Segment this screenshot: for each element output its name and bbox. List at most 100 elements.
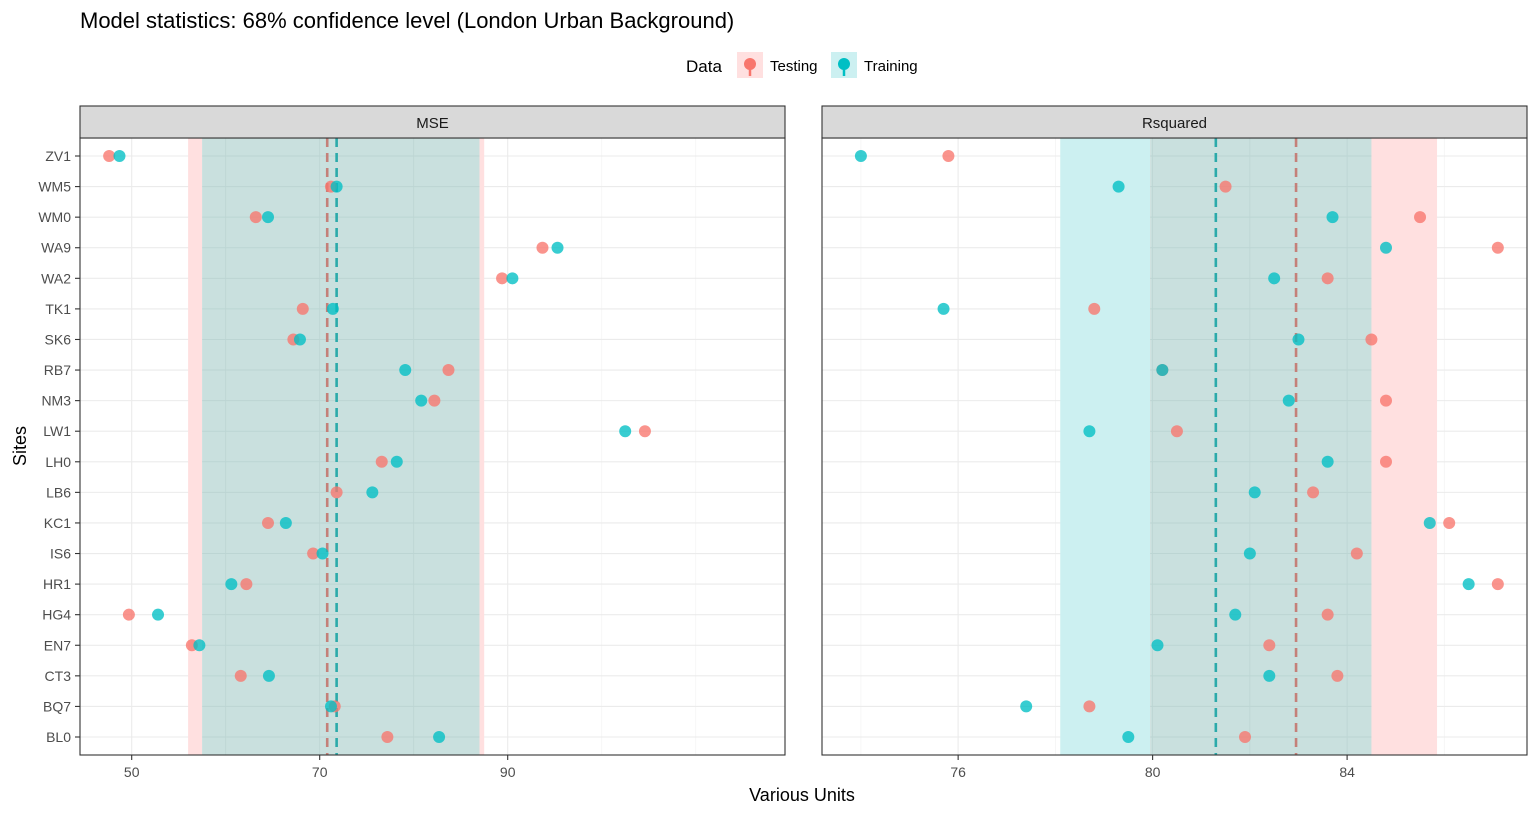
- y-tick-label-lb6: LB6: [46, 484, 71, 500]
- y-tick-label-hr1: HR1: [43, 576, 71, 592]
- point-training-is6: [316, 547, 329, 560]
- point-training-hg4: [1229, 608, 1242, 621]
- point-training-hr1: [225, 578, 238, 591]
- y-tick-label-en7: EN7: [44, 637, 71, 653]
- point-testing-wm0: [249, 211, 262, 224]
- point-testing-wa9: [536, 241, 549, 254]
- x-tick-label: 90: [500, 764, 516, 780]
- y-tick-label-wa2: WA2: [41, 270, 71, 286]
- panel-rsquared: Rsquared 76 80 84: [821, 105, 1528, 780]
- point-training-rb7: [399, 364, 412, 377]
- point-training-nm3: [1282, 394, 1295, 407]
- point-testing-hr1: [240, 578, 253, 591]
- point-training-wm5: [1112, 180, 1125, 193]
- y-tick-label-rb7: RB7: [44, 362, 71, 378]
- point-testing-hg4: [1321, 608, 1334, 621]
- point-training-wa2: [1268, 272, 1281, 285]
- point-testing-tk1: [296, 302, 309, 315]
- point-testing-bl0: [1239, 731, 1251, 743]
- y-tick-label-lh0: LH0: [45, 454, 71, 470]
- y-tick-label-ct3: CT3: [45, 668, 72, 684]
- y-tick-label-bq7: BQ7: [43, 698, 71, 714]
- point-training-wm0: [1326, 211, 1339, 224]
- strip-label-rsquared: Rsquared: [1142, 115, 1207, 132]
- panel-mse: MSE 50 70 90: [79, 105, 786, 780]
- point-testing-wa2: [1321, 272, 1334, 285]
- point-training-ct3: [262, 669, 275, 682]
- x-tick-label: 70: [312, 764, 328, 780]
- point-testing-hr1: [1491, 578, 1504, 591]
- point-training-wa2: [506, 272, 519, 285]
- point-testing-tk1: [1088, 302, 1101, 315]
- point-testing-lw1: [638, 425, 651, 438]
- point-testing-nm3: [428, 394, 441, 407]
- point-testing-zv1: [942, 150, 955, 162]
- legend: Data Testing Training: [686, 52, 918, 78]
- y-tick-label-nm3: NM3: [41, 393, 71, 409]
- point-training-en7: [193, 639, 206, 652]
- point-training-bq7: [324, 700, 337, 713]
- point-training-lw1: [619, 425, 632, 438]
- point-training-wm0: [262, 211, 274, 224]
- point-testing-hg4: [122, 608, 135, 621]
- x-tick-label: 84: [1339, 764, 1355, 780]
- point-testing-sk6: [1365, 333, 1378, 346]
- point-testing-lb6: [330, 486, 343, 499]
- point-testing-rb7: [442, 364, 455, 377]
- y-tick-label-kc1: KC1: [44, 515, 71, 531]
- point-training-ct3: [1263, 669, 1276, 682]
- point-training-en7: [1151, 639, 1164, 652]
- point-testing-lw1: [1170, 425, 1183, 438]
- point-training-lh0: [1321, 455, 1334, 468]
- point-training-wa9: [1380, 241, 1392, 254]
- x-axis-label: Various Units: [749, 785, 855, 805]
- legend-label-training: Training: [864, 58, 918, 75]
- confidence-band-overlap: [1150, 138, 1372, 755]
- point-testing-bl0: [381, 731, 394, 743]
- point-training-wm5: [330, 180, 343, 193]
- point-testing-ct3: [1331, 669, 1344, 682]
- y-tick-label-wm0: WM0: [38, 209, 71, 225]
- strip-mse: [79, 105, 786, 139]
- y-tick-label-wa9: WA9: [41, 240, 71, 256]
- x-tick-label: 76: [950, 764, 966, 780]
- x-tick-label: 80: [1145, 764, 1161, 780]
- legend-title: Data: [686, 57, 722, 76]
- point-training-lh0: [390, 455, 403, 468]
- y-tick-label-wm5: WM5: [38, 179, 71, 195]
- point-training-sk6: [293, 333, 306, 346]
- point-training-tk1: [326, 302, 339, 315]
- point-training-nm3: [415, 394, 428, 407]
- point-training-lb6: [1248, 486, 1261, 499]
- point-training-hg4: [152, 608, 165, 621]
- point-testing-is6: [307, 547, 320, 560]
- point-training-sk6: [1292, 333, 1305, 346]
- point-training-lb6: [366, 486, 379, 499]
- y-tick-label-bl0: BL0: [46, 729, 71, 745]
- point-training-tk1: [937, 302, 950, 315]
- point-testing-is6: [1350, 547, 1363, 560]
- point-testing-kc1: [1443, 516, 1456, 529]
- point-testing-lh0: [375, 455, 388, 468]
- point-testing-bq7: [1083, 700, 1096, 713]
- point-training-bq7: [1020, 700, 1033, 713]
- point-testing-wm0: [1414, 211, 1427, 224]
- y-tick-label-tk1: TK1: [45, 301, 71, 317]
- point-training-bl0: [1122, 731, 1135, 743]
- point-testing-wm5: [1219, 180, 1232, 193]
- point-testing-kc1: [262, 516, 274, 529]
- point-training-kc1: [279, 516, 292, 529]
- point-training-is6: [1243, 547, 1256, 560]
- point-testing-nm3: [1380, 394, 1392, 407]
- point-testing-ct3: [234, 669, 247, 682]
- point-training-kc1: [1423, 516, 1436, 529]
- y-tick-label-lw1: LW1: [43, 423, 71, 439]
- y-tick-label-sk6: SK6: [45, 331, 72, 347]
- point-testing-lh0: [1380, 455, 1392, 468]
- confidence-band-overlap: [202, 138, 480, 755]
- legend-key-training-dot: [838, 58, 850, 70]
- point-testing-lb6: [1307, 486, 1320, 499]
- x-tick-label: 50: [124, 764, 140, 780]
- strip-rsquared: [821, 105, 1528, 139]
